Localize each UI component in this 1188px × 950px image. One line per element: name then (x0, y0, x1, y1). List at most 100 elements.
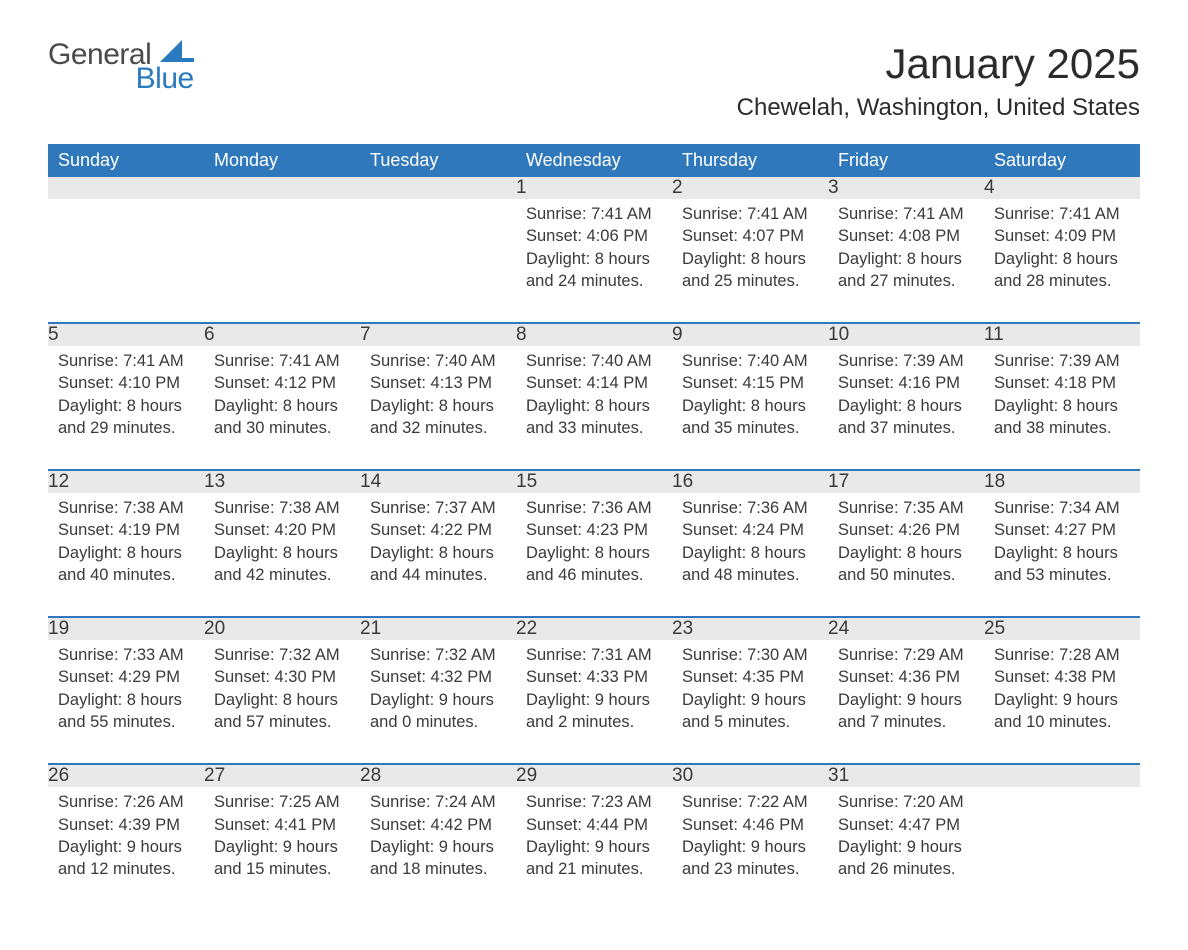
daylight-text: Daylight: 8 hours and 42 minutes. (214, 542, 350, 587)
daylight-text: Daylight: 9 hours and 10 minutes. (994, 689, 1130, 734)
empty-cell (48, 199, 204, 323)
day-details: Sunrise: 7:24 AMSunset: 4:42 PMDaylight:… (360, 787, 516, 910)
sunrise-text: Sunrise: 7:40 AM (526, 350, 662, 372)
day-details: Sunrise: 7:37 AMSunset: 4:22 PMDaylight:… (360, 493, 516, 617)
sunset-text: Sunset: 4:30 PM (214, 666, 350, 688)
day-number: 25 (984, 617, 1140, 640)
day-details: Sunrise: 7:23 AMSunset: 4:44 PMDaylight:… (516, 787, 672, 910)
daylight-text: Daylight: 8 hours and 24 minutes. (526, 248, 662, 293)
sunrise-text: Sunrise: 7:41 AM (838, 203, 974, 225)
day-number: 20 (204, 617, 360, 640)
daylight-text: Daylight: 9 hours and 23 minutes. (682, 836, 818, 881)
day-number: 4 (984, 177, 1140, 199)
sunset-text: Sunset: 4:08 PM (838, 225, 974, 247)
empty-cell (984, 764, 1140, 787)
sunset-text: Sunset: 4:35 PM (682, 666, 818, 688)
empty-cell (360, 199, 516, 323)
daylight-text: Daylight: 8 hours and 48 minutes. (682, 542, 818, 587)
daylight-text: Daylight: 8 hours and 30 minutes. (214, 395, 350, 440)
day-details: Sunrise: 7:39 AMSunset: 4:18 PMDaylight:… (984, 346, 1140, 470)
day-number: 12 (48, 470, 204, 493)
sunset-text: Sunset: 4:22 PM (370, 519, 506, 541)
daylight-text: Daylight: 8 hours and 46 minutes. (526, 542, 662, 587)
day-details: Sunrise: 7:36 AMSunset: 4:23 PMDaylight:… (516, 493, 672, 617)
day-details: Sunrise: 7:25 AMSunset: 4:41 PMDaylight:… (204, 787, 360, 910)
sunset-text: Sunset: 4:16 PM (838, 372, 974, 394)
day-number: 14 (360, 470, 516, 493)
sunrise-text: Sunrise: 7:32 AM (370, 644, 506, 666)
sunset-text: Sunset: 4:46 PM (682, 814, 818, 836)
day-header: Monday (204, 144, 360, 177)
sunrise-text: Sunrise: 7:40 AM (682, 350, 818, 372)
sunrise-text: Sunrise: 7:23 AM (526, 791, 662, 813)
daylight-text: Daylight: 8 hours and 50 minutes. (838, 542, 974, 587)
daylight-text: Daylight: 8 hours and 32 minutes. (370, 395, 506, 440)
daylight-text: Daylight: 8 hours and 28 minutes. (994, 248, 1130, 293)
day-number: 6 (204, 323, 360, 346)
day-number: 5 (48, 323, 204, 346)
sunset-text: Sunset: 4:20 PM (214, 519, 350, 541)
sunset-text: Sunset: 4:14 PM (526, 372, 662, 394)
sunrise-text: Sunrise: 7:40 AM (370, 350, 506, 372)
empty-cell (360, 177, 516, 199)
sunrise-text: Sunrise: 7:35 AM (838, 497, 974, 519)
daylight-text: Daylight: 8 hours and 29 minutes. (58, 395, 194, 440)
sunset-text: Sunset: 4:39 PM (58, 814, 194, 836)
day-details: Sunrise: 7:29 AMSunset: 4:36 PMDaylight:… (828, 640, 984, 764)
sunset-text: Sunset: 4:18 PM (994, 372, 1130, 394)
day-details: Sunrise: 7:30 AMSunset: 4:35 PMDaylight:… (672, 640, 828, 764)
sunrise-text: Sunrise: 7:29 AM (838, 644, 974, 666)
day-details: Sunrise: 7:32 AMSunset: 4:30 PMDaylight:… (204, 640, 360, 764)
day-details: Sunrise: 7:22 AMSunset: 4:46 PMDaylight:… (672, 787, 828, 910)
sunset-text: Sunset: 4:33 PM (526, 666, 662, 688)
sunset-text: Sunset: 4:32 PM (370, 666, 506, 688)
day-details: Sunrise: 7:26 AMSunset: 4:39 PMDaylight:… (48, 787, 204, 910)
day-details: Sunrise: 7:41 AMSunset: 4:12 PMDaylight:… (204, 346, 360, 470)
empty-cell (204, 177, 360, 199)
day-number: 3 (828, 177, 984, 199)
empty-cell (48, 177, 204, 199)
day-number: 22 (516, 617, 672, 640)
sunset-text: Sunset: 4:19 PM (58, 519, 194, 541)
day-number: 24 (828, 617, 984, 640)
day-details: Sunrise: 7:41 AMSunset: 4:07 PMDaylight:… (672, 199, 828, 323)
header: General Blue January 2025 Chewelah, Wash… (48, 40, 1140, 136)
day-header: Friday (828, 144, 984, 177)
logo: General Blue (48, 40, 194, 94)
sunrise-text: Sunrise: 7:36 AM (526, 497, 662, 519)
day-number: 9 (672, 323, 828, 346)
sunset-text: Sunset: 4:07 PM (682, 225, 818, 247)
sunrise-text: Sunrise: 7:41 AM (526, 203, 662, 225)
day-number: 17 (828, 470, 984, 493)
daylight-text: Daylight: 8 hours and 35 minutes. (682, 395, 818, 440)
sunrise-text: Sunrise: 7:30 AM (682, 644, 818, 666)
sunset-text: Sunset: 4:09 PM (994, 225, 1130, 247)
daylight-text: Daylight: 8 hours and 37 minutes. (838, 395, 974, 440)
day-header: Sunday (48, 144, 204, 177)
day-number: 27 (204, 764, 360, 787)
day-details: Sunrise: 7:41 AMSunset: 4:10 PMDaylight:… (48, 346, 204, 470)
day-details: Sunrise: 7:20 AMSunset: 4:47 PMDaylight:… (828, 787, 984, 910)
sunset-text: Sunset: 4:36 PM (838, 666, 974, 688)
daylight-text: Daylight: 9 hours and 2 minutes. (526, 689, 662, 734)
sunrise-text: Sunrise: 7:41 AM (994, 203, 1130, 225)
daylight-text: Daylight: 9 hours and 5 minutes. (682, 689, 818, 734)
sunset-text: Sunset: 4:47 PM (838, 814, 974, 836)
day-header: Thursday (672, 144, 828, 177)
sunrise-text: Sunrise: 7:34 AM (994, 497, 1130, 519)
day-header: Tuesday (360, 144, 516, 177)
day-number: 26 (48, 764, 204, 787)
daylight-text: Daylight: 8 hours and 44 minutes. (370, 542, 506, 587)
sunrise-text: Sunrise: 7:37 AM (370, 497, 506, 519)
day-details: Sunrise: 7:32 AMSunset: 4:32 PMDaylight:… (360, 640, 516, 764)
sunrise-text: Sunrise: 7:32 AM (214, 644, 350, 666)
sunrise-text: Sunrise: 7:36 AM (682, 497, 818, 519)
daylight-text: Daylight: 9 hours and 18 minutes. (370, 836, 506, 881)
sunset-text: Sunset: 4:24 PM (682, 519, 818, 541)
sunrise-text: Sunrise: 7:20 AM (838, 791, 974, 813)
daylight-text: Daylight: 8 hours and 25 minutes. (682, 248, 818, 293)
sunrise-text: Sunrise: 7:28 AM (994, 644, 1130, 666)
day-number: 29 (516, 764, 672, 787)
sunset-text: Sunset: 4:23 PM (526, 519, 662, 541)
sunset-text: Sunset: 4:27 PM (994, 519, 1130, 541)
